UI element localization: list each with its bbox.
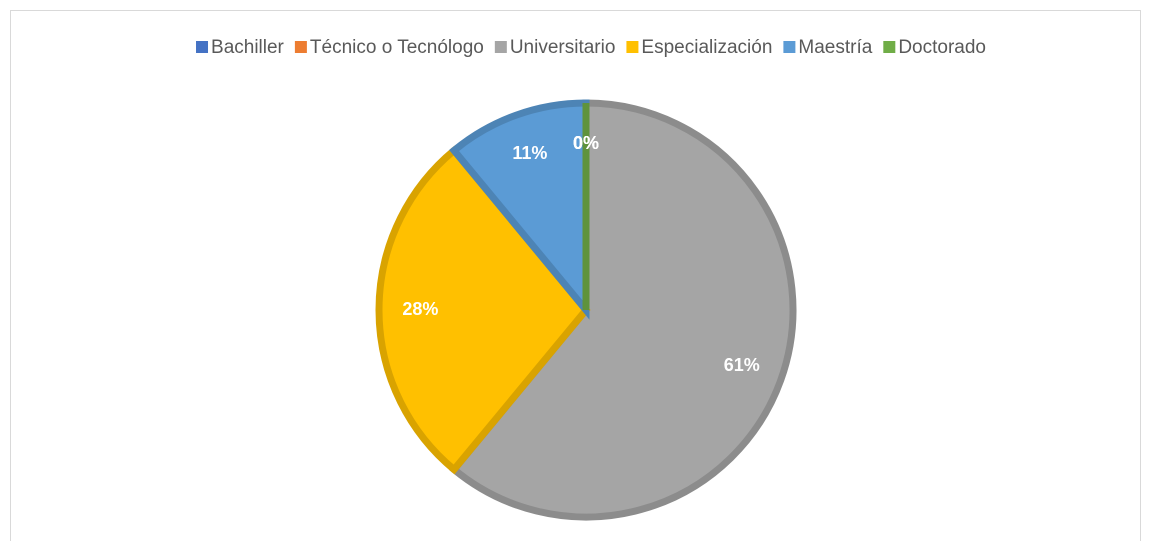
legend-label: Maestría	[798, 37, 872, 58]
legend-label: Doctorado	[898, 37, 986, 58]
legend-label: Universitario	[510, 37, 616, 58]
data-label: 0%	[573, 133, 599, 153]
legend-swatch	[626, 41, 639, 53]
data-label: 11%	[512, 143, 547, 163]
pie-slice	[449, 99, 590, 320]
pie-slice	[449, 99, 797, 521]
legend-label: Bachiller	[211, 37, 285, 58]
legend-swatch	[196, 41, 209, 53]
pie-slice	[375, 145, 591, 475]
data-label: 0%	[573, 133, 599, 153]
legend-swatch	[883, 41, 896, 53]
data-label: 61%	[724, 355, 760, 375]
legend-swatch	[494, 41, 507, 53]
legend-label: Especialización	[641, 37, 772, 58]
legend: Bachiller Técnico o Tecnólogo Universitari…	[196, 37, 986, 58]
legend-label: Técnico o Tecnólogo	[310, 37, 484, 58]
legend-swatch	[783, 41, 796, 53]
data-label: 0%	[573, 133, 599, 153]
legend-swatch	[294, 41, 307, 53]
data-label: 28%	[402, 299, 438, 319]
